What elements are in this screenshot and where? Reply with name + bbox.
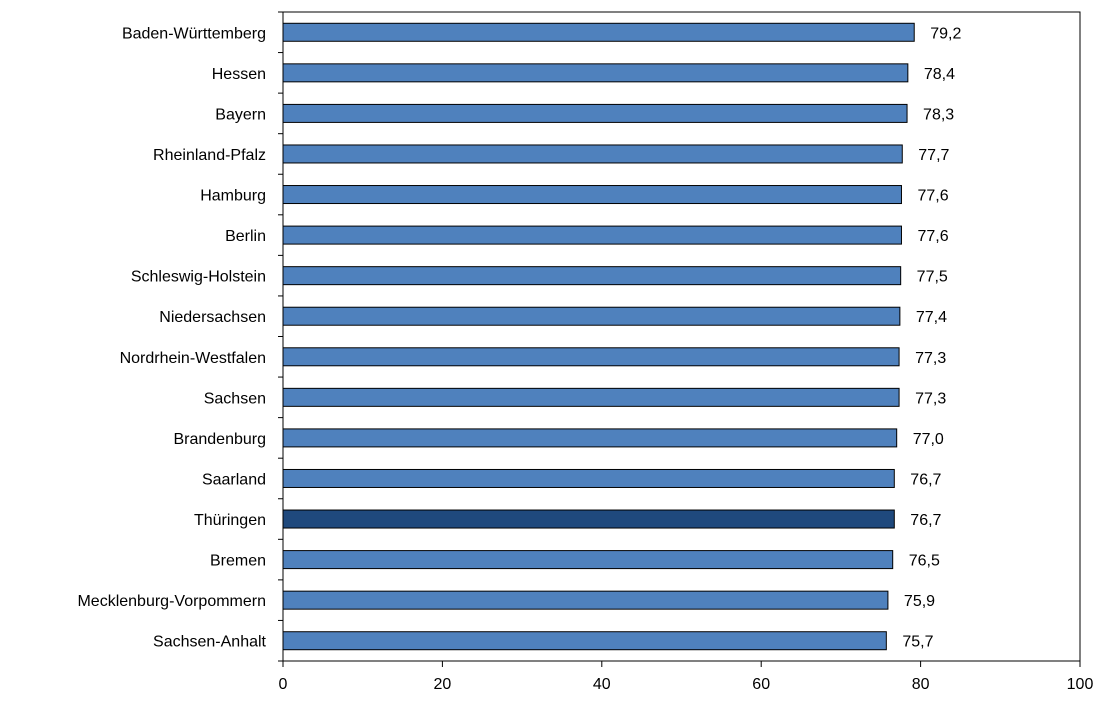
category-label: Baden-Württemberg: [122, 25, 266, 42]
bar-berlin: [282, 225, 902, 245]
category-label: Rheinland-Pfalz: [153, 147, 266, 164]
data-label: 78,4: [924, 66, 955, 83]
x-tick-label: 0: [279, 676, 288, 693]
data-label: 77,4: [916, 309, 947, 326]
data-label: 76,5: [909, 553, 940, 570]
data-label: 78,3: [923, 106, 954, 123]
bar-bayern: [282, 103, 908, 123]
axis-layer: 0 20 40 60 80 100: [278, 11, 1094, 693]
category-label: Hamburg: [200, 188, 266, 205]
bar-hamburg: [282, 185, 902, 205]
data-label: 77,3: [915, 350, 946, 367]
bar-schleswig-holstein: [282, 266, 902, 286]
data-label: 77,6: [917, 228, 948, 245]
x-tick-label: 60: [752, 676, 770, 693]
x-tick-label: 80: [912, 676, 930, 693]
data-label: 76,7: [910, 471, 941, 488]
category-label: Nordrhein-Westfalen: [120, 350, 266, 367]
category-label: Sachsen: [204, 390, 266, 407]
bar-niedersachsen: [282, 306, 901, 326]
bar-brandenburg: [282, 428, 898, 448]
data-label: 75,9: [904, 593, 935, 610]
bar-bremen: [282, 550, 894, 570]
category-label: Brandenburg: [173, 431, 266, 448]
bar-sachsen: [282, 387, 900, 407]
bar-hessen: [282, 63, 909, 83]
labels-layer: Baden-Württemberg 79,2 Hessen 78,4 Bayern 78,…: [77, 25, 961, 650]
data-label: 77,5: [917, 269, 948, 286]
data-label: 76,7: [910, 512, 941, 529]
category-label: Schleswig-Holstein: [131, 269, 266, 286]
bar-mecklenburg-vorpommern: [282, 590, 889, 610]
category-label: Mecklenburg-Vorpommern: [77, 593, 266, 610]
bar-rheinland-pfalz: [282, 144, 903, 164]
category-label: Thüringen: [194, 512, 266, 529]
bar-baden-württemberg: [282, 22, 915, 42]
x-tick-label: 40: [593, 676, 611, 693]
bar-sachsen-anhalt: [282, 631, 887, 651]
bars-layer: [282, 22, 915, 651]
category-label: Niedersachsen: [159, 309, 266, 326]
x-tick-label: 20: [434, 676, 452, 693]
data-label: 77,6: [917, 188, 948, 205]
category-label: Berlin: [225, 228, 266, 245]
x-tick-label: 100: [1067, 676, 1094, 693]
category-label: Saarland: [202, 471, 266, 488]
bar-thüringen: [282, 509, 895, 529]
data-label: 77,7: [918, 147, 949, 164]
data-label: 75,7: [902, 634, 933, 651]
data-label: 79,2: [930, 25, 961, 42]
category-label: Sachsen-Anhalt: [153, 634, 267, 651]
data-label: 77,3: [915, 390, 946, 407]
category-label: Bayern: [215, 106, 266, 123]
category-label: Bremen: [210, 553, 266, 570]
bar-saarland: [282, 468, 895, 488]
data-label: 77,0: [913, 431, 944, 448]
category-label: Hessen: [212, 66, 266, 83]
bar-nordrhein-westfalen: [282, 347, 900, 367]
